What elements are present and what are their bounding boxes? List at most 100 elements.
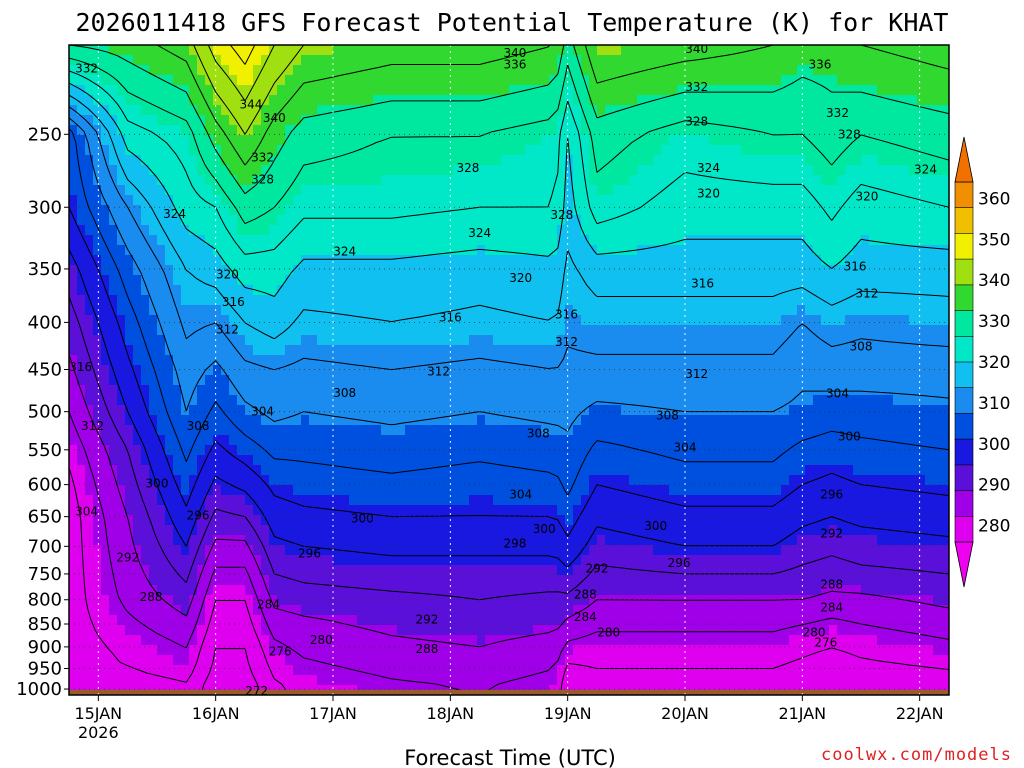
theta-cell [349,225,358,236]
theta-cell [197,675,206,686]
theta-cell [501,135,510,146]
theta-cell [365,245,374,256]
theta-cell [501,615,510,626]
theta-cell [621,675,630,686]
theta-cell [557,445,566,456]
theta-cell [373,265,382,276]
theta-cell [349,445,358,456]
theta-cell [621,65,630,76]
theta-cell [101,145,110,156]
theta-cell [413,345,422,356]
theta-cell [365,275,374,286]
theta-cell [317,325,326,336]
theta-cell [269,615,278,626]
theta-cell [461,675,470,686]
theta-cell [117,265,126,276]
theta-cell [525,405,534,416]
theta-cell [421,255,430,266]
theta-cell [549,535,558,546]
theta-cell [533,105,542,116]
theta-cell [461,645,470,656]
theta-cell [453,195,462,206]
theta-cell [261,215,270,226]
theta-cell [437,615,446,626]
theta-cell [197,575,206,586]
theta-cell [493,505,502,516]
theta-cell [309,315,318,326]
theta-cell [437,465,446,476]
theta-cell [493,595,502,606]
theta-cell [645,535,654,546]
theta-cell [565,385,574,396]
theta-cell [413,375,422,386]
theta-cell [205,545,214,556]
theta-cell [269,195,278,206]
theta-cell [157,555,166,566]
theta-cell [517,465,526,476]
theta-cell [277,535,286,546]
theta-cell [141,605,150,616]
theta-cell [549,125,558,136]
theta-cell [413,145,422,156]
theta-cell [549,335,558,346]
theta-cell [309,135,318,146]
theta-cell [333,285,342,296]
theta-cell [477,255,486,266]
theta-cell [277,345,286,356]
theta-cell [461,455,470,466]
theta-cell [525,605,534,616]
theta-cell [333,615,342,626]
theta-cell [533,155,542,166]
theta-cell [341,485,350,496]
theta-cell [597,205,606,216]
theta-cell [637,325,646,336]
theta-cell [277,515,286,526]
theta-cell [645,435,654,446]
theta-cell [501,355,510,366]
theta-cell [549,465,558,476]
theta-cell [189,85,198,96]
theta-cell [109,675,118,686]
theta-cell [325,605,334,616]
theta-cell [677,345,686,356]
theta-cell [389,255,398,266]
theta-cell [309,245,318,256]
theta-cell [165,275,174,286]
theta-cell [261,565,270,576]
theta-cell [69,645,78,656]
theta-cell [141,455,150,466]
theta-cell [189,115,198,126]
theta-cell [205,525,214,536]
theta-cell [653,655,662,666]
theta-cell [277,565,286,576]
theta-cell [605,365,614,376]
theta-cell [381,415,390,426]
theta-cell [245,165,254,176]
theta-cell [445,95,454,106]
theta-cell [197,635,206,646]
theta-cell [285,65,294,76]
theta-cell [109,145,118,156]
theta-cell [565,415,574,426]
theta-cell [405,565,414,576]
theta-cell [301,275,310,286]
theta-cell [629,615,638,626]
theta-cell [485,555,494,566]
theta-cell [509,545,518,556]
theta-cell [573,185,582,196]
theta-cell [157,445,166,456]
theta-cell [301,675,310,686]
theta-cell [149,55,158,66]
theta-cell [253,675,262,686]
theta-cell [405,225,414,236]
theta-cell [381,535,390,546]
theta-cell [669,325,678,336]
theta-cell [477,215,486,226]
theta-cell [221,45,230,56]
theta-cell [677,145,686,156]
theta-cell [245,125,254,136]
theta-cell [565,395,574,406]
theta-cell [397,105,406,116]
theta-cell [101,275,110,286]
theta-cell [461,265,470,276]
